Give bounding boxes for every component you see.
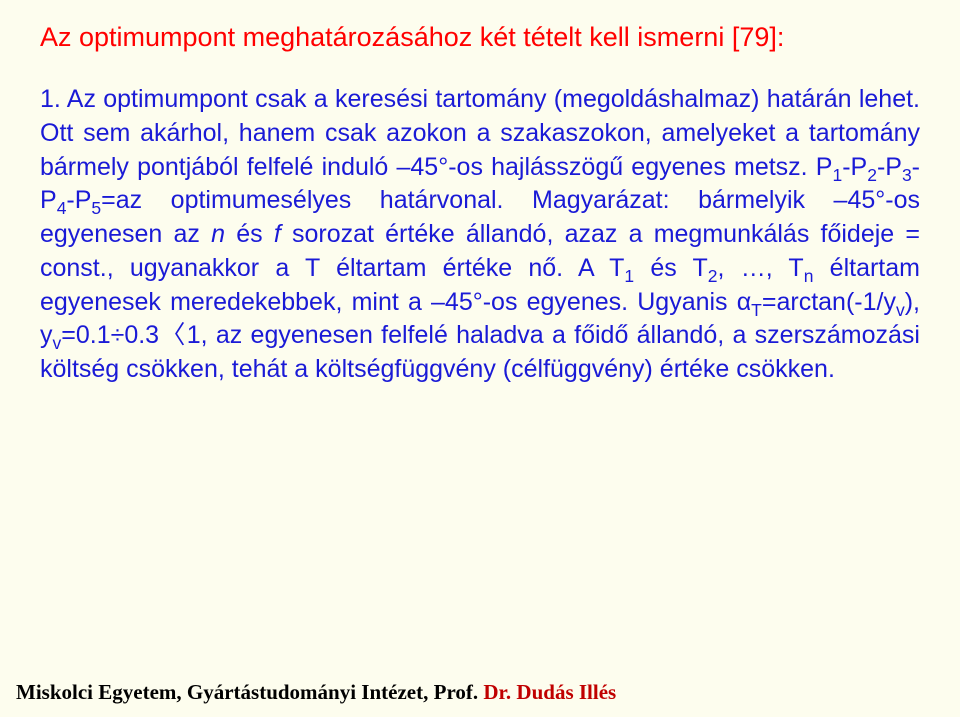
sub-p1: 1	[832, 165, 842, 185]
list-number: 1.	[40, 85, 61, 113]
sub-yv1: v	[896, 300, 905, 320]
sub-p4: 4	[57, 198, 67, 218]
sub-p2: 2	[867, 165, 877, 185]
body-seg3: és	[225, 220, 274, 248]
sub-tn: n	[804, 266, 814, 286]
sub-p5: 5	[91, 198, 101, 218]
body-seg5: és T	[634, 254, 708, 282]
dash-p5: -P	[66, 186, 91, 214]
body-seg6: , …, T	[718, 254, 804, 282]
dash-p3: -P	[877, 153, 902, 181]
slide-footer: Miskolci Egyetem, Gyártástudományi Intéz…	[16, 680, 616, 705]
body-seg8: =arctan(-1/y	[762, 288, 896, 316]
slide-content: Az optimumpont meghatározásához két téte…	[0, 0, 960, 717]
dash-p2: -P	[842, 153, 867, 181]
body-seg1: Az optimumpont csak a keresési tartomány…	[40, 85, 927, 181]
footer-author: Dr. Dudás Illés	[483, 680, 616, 704]
sub-p3: 3	[902, 165, 912, 185]
footer-institute: Miskolci Egyetem, Gyártástudományi Intéz…	[16, 680, 483, 704]
body-seg10: =0.1÷0.3〈1, az egyenesen felfelé haladva…	[40, 321, 927, 383]
slide-heading: Az optimumpont meghatározásához két téte…	[40, 20, 920, 55]
slide-body: 1. Az optimumpont csak a keresési tartom…	[40, 83, 920, 387]
heading-text: Az optimumpont meghatározásához két téte…	[40, 22, 784, 52]
sub-alpha-t: T	[751, 300, 762, 320]
sub-yv2: v	[53, 333, 62, 353]
sub-t1: 1	[624, 266, 634, 286]
sub-t2: 2	[708, 266, 718, 286]
italic-n: n	[211, 220, 225, 248]
italic-f: f	[274, 220, 281, 248]
